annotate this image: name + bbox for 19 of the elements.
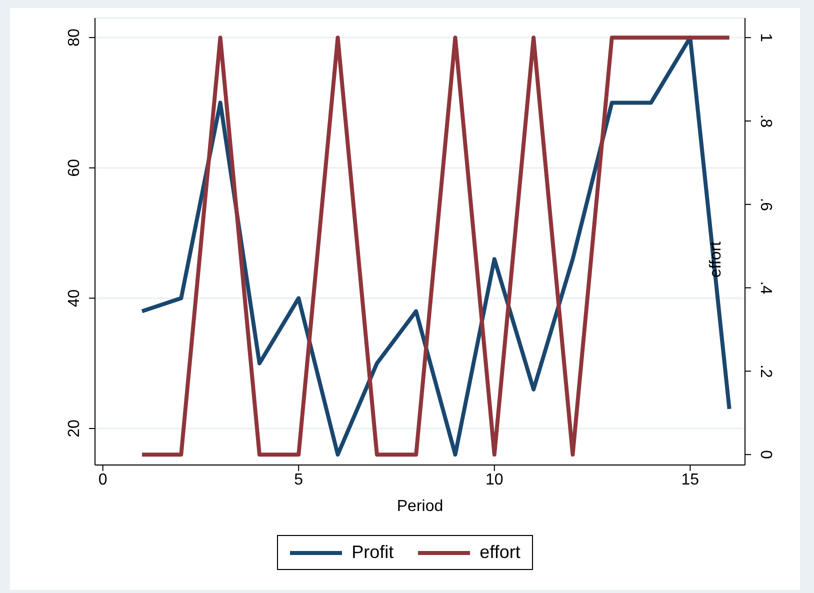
- y-tick-label: 40: [66, 289, 84, 308]
- x-tick-label: 10: [486, 471, 504, 488]
- legend-label: effort: [480, 542, 520, 563]
- x-tick-label: 5: [294, 471, 304, 488]
- x-axis-title: Period: [396, 498, 444, 515]
- y2-tick-label: .4: [756, 281, 774, 295]
- line-series: [140, 36, 732, 457]
- y-tick-label: 80: [66, 28, 84, 46]
- x-tick-label: 0: [98, 471, 108, 488]
- y-tick-label: 60: [66, 158, 84, 177]
- y2-tick-label: .8: [756, 114, 774, 128]
- y2-tick-label: .2: [756, 364, 774, 378]
- y-tick-label: 20: [66, 420, 84, 438]
- y2-tick-label: 0: [756, 450, 774, 460]
- y2-axis-title: effort: [708, 240, 725, 278]
- legend-label: Profit: [352, 542, 394, 563]
- x-tick-label: 15: [681, 471, 700, 488]
- y2-tick-label: .6: [756, 198, 774, 212]
- y2-tick-label: 1: [756, 33, 774, 42]
